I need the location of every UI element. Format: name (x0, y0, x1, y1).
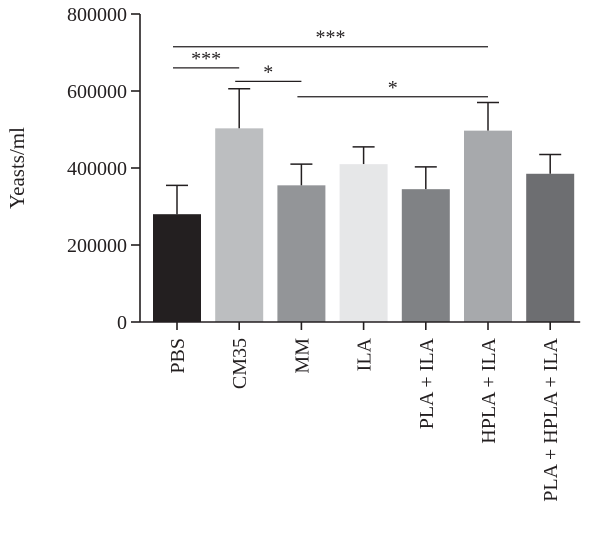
bar (464, 130, 512, 322)
x-tick-label: HPLA + ILA (478, 337, 500, 443)
y-tick-label: 200000 (67, 235, 127, 257)
bar (339, 164, 388, 322)
bar (277, 185, 326, 322)
y-axis-label: Yeasts/ml (5, 127, 29, 209)
plot-area: 0 200000 400000 600000 800000 PBS CM35 MM ILA PLA… (67, 4, 581, 502)
x-tick-label: MM (291, 338, 313, 374)
significance-label: * (263, 61, 273, 83)
significance-label: *** (316, 27, 346, 49)
significance-label: * (388, 77, 398, 99)
x-tick-label: PBS (167, 338, 189, 374)
bar (401, 189, 450, 322)
significance-label: *** (191, 48, 221, 70)
y-tick-label: 600000 (67, 81, 127, 103)
bar (526, 173, 575, 322)
y-tick-label: 800000 (67, 4, 127, 26)
bar (215, 128, 264, 322)
x-tick-label: ILA (354, 337, 376, 371)
x-tick-label: CM35 (229, 338, 251, 389)
x-tick-label: PLA + ILA (416, 337, 438, 429)
bar (153, 214, 201, 322)
y-tick-label: 0 (117, 312, 127, 334)
y-tick-label: 400000 (67, 158, 127, 180)
x-tick-label: PLA + HPLA + ILA (540, 337, 562, 501)
